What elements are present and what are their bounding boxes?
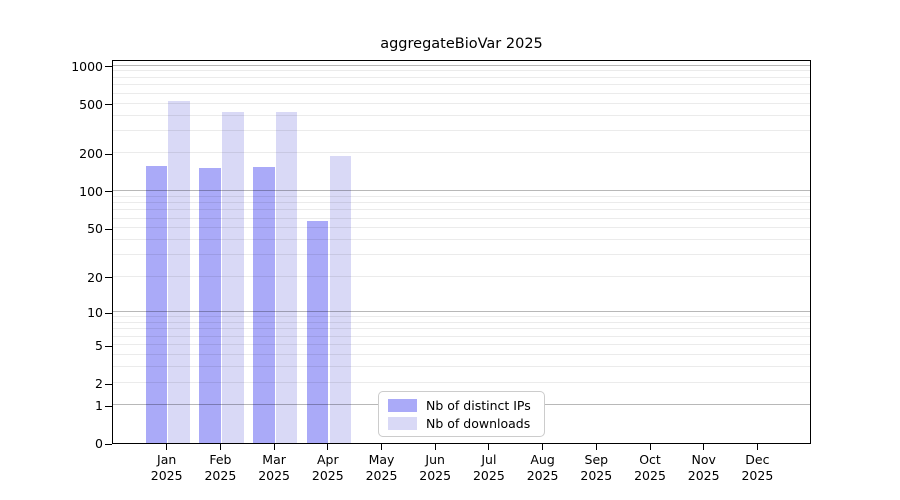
- bar-downloads-jan: [168, 100, 190, 443]
- gridline-minor-2: [113, 382, 810, 383]
- gridline-minor-30: [113, 254, 810, 256]
- bar-distinct-ips-apr: [306, 221, 329, 443]
- plot-area: [112, 60, 811, 444]
- gridline-minor-20: [113, 275, 810, 277]
- x-tick-nov: [703, 444, 705, 450]
- bar-downloads-feb: [222, 112, 244, 443]
- gridline-minor-40: [113, 239, 810, 241]
- bar-distinct-ips-feb: [199, 168, 221, 443]
- gridline-minor-4: [113, 354, 810, 356]
- bar-downloads-mar: [275, 112, 298, 443]
- y-tick-label-10: 10: [87, 305, 103, 320]
- legend-row-distinct-ips: Nb of distinct IPs: [388, 398, 544, 413]
- y-tick-2: [105, 383, 112, 385]
- bar-downloads-apr: [329, 156, 351, 443]
- gridline-minor-500: [113, 102, 810, 104]
- y-tick-label-100: 100: [79, 183, 103, 199]
- y-tick-20: [105, 277, 112, 279]
- y-tick-label-200: 200: [79, 146, 103, 162]
- x-tick-dec: [756, 444, 758, 450]
- x-tick-may: [381, 444, 382, 450]
- gridline-major-1000: [113, 64, 810, 66]
- x-tick-label-dec: Dec 2025: [741, 452, 774, 483]
- y-tick-label-20: 20: [87, 269, 103, 285]
- gridline-minor-90: [113, 195, 810, 197]
- x-tick-mar: [273, 444, 275, 450]
- y-tick-1000: [105, 66, 112, 68]
- gridline-major-10: [113, 311, 810, 312]
- gridline-minor-80: [113, 202, 810, 203]
- gridline-minor-60: [113, 217, 810, 219]
- gridline-minor-700: [113, 84, 810, 86]
- gridline-minor-5: [113, 344, 810, 346]
- x-tick-label-may: May 2025: [365, 452, 398, 483]
- y-tick-100: [105, 191, 112, 193]
- x-tick-label-jan: Jan 2025: [150, 452, 183, 483]
- legend-swatch-downloads: [388, 416, 417, 430]
- y-tick-label-1: 1: [95, 398, 103, 414]
- x-tick-oct: [649, 444, 651, 450]
- x-tick-jan: [166, 444, 168, 450]
- x-tick-feb: [219, 444, 221, 450]
- x-tick-label-aug: Aug 2025: [526, 452, 559, 483]
- gridline-minor-50: [113, 227, 810, 229]
- y-tick-500: [105, 104, 112, 105]
- legend-label-distinct-ips: Nb of distinct IPs: [426, 397, 531, 413]
- gridline-minor-6: [113, 335, 810, 337]
- x-tick-label-jul: Jul 2025: [472, 452, 505, 483]
- y-tick-0: [105, 443, 112, 445]
- y-tick-10: [105, 312, 112, 314]
- legend-row-downloads: Nb of downloads: [388, 416, 544, 431]
- gridline-minor-300: [113, 130, 810, 132]
- y-tick-1: [105, 405, 112, 407]
- y-tick-200: [105, 153, 112, 155]
- gridline-minor-7: [113, 328, 810, 330]
- chart-title: aggregateBioVar 2025: [380, 36, 543, 52]
- gridline-minor-9: [113, 316, 810, 318]
- x-tick-jul: [488, 444, 490, 450]
- y-tick-label-50: 50: [87, 221, 103, 237]
- x-tick-apr: [327, 444, 329, 450]
- gridline-minor-900: [113, 70, 810, 72]
- gridline-minor-8: [113, 322, 810, 323]
- gridline-major-100: [113, 189, 810, 191]
- y-tick-label-0: 0: [95, 436, 103, 451]
- x-tick-label-nov: Nov 2025: [687, 452, 720, 483]
- x-tick-label-mar: Mar 2025: [258, 452, 290, 483]
- legend-swatch-distinct-ips: [388, 398, 417, 412]
- gridline-minor-70: [113, 209, 810, 211]
- y-tick-5: [105, 345, 112, 347]
- legend: Nb of distinct IPs Nb of downloads: [378, 391, 545, 437]
- y-tick-50: [105, 228, 112, 230]
- x-tick-label-oct: Oct 2025: [634, 452, 666, 483]
- bar-distinct-ips-mar: [253, 167, 275, 443]
- x-tick-label-feb: Feb 2025: [204, 452, 237, 483]
- gridline-minor-400: [113, 114, 810, 116]
- x-tick-label-sep: Sep 2025: [580, 452, 613, 483]
- x-tick-sep: [595, 444, 597, 450]
- legend-label-downloads: Nb of downloads: [426, 415, 531, 431]
- y-tick-label-5: 5: [95, 338, 103, 354]
- gridline-minor-3: [113, 366, 810, 368]
- x-tick-jun: [434, 444, 436, 450]
- gridline-minor-600: [113, 92, 810, 94]
- y-tick-label-1000: 1000: [71, 58, 103, 74]
- gridline-minor-200: [113, 152, 810, 154]
- x-tick-aug: [542, 444, 544, 450]
- bar-distinct-ips-jan: [145, 165, 168, 443]
- x-tick-label-jun: Jun 2025: [419, 452, 452, 483]
- y-tick-label-500: 500: [79, 96, 103, 112]
- gridline-minor-800: [113, 76, 810, 78]
- y-tick-label-2: 2: [95, 376, 103, 391]
- x-tick-label-apr: Apr 2025: [311, 452, 344, 483]
